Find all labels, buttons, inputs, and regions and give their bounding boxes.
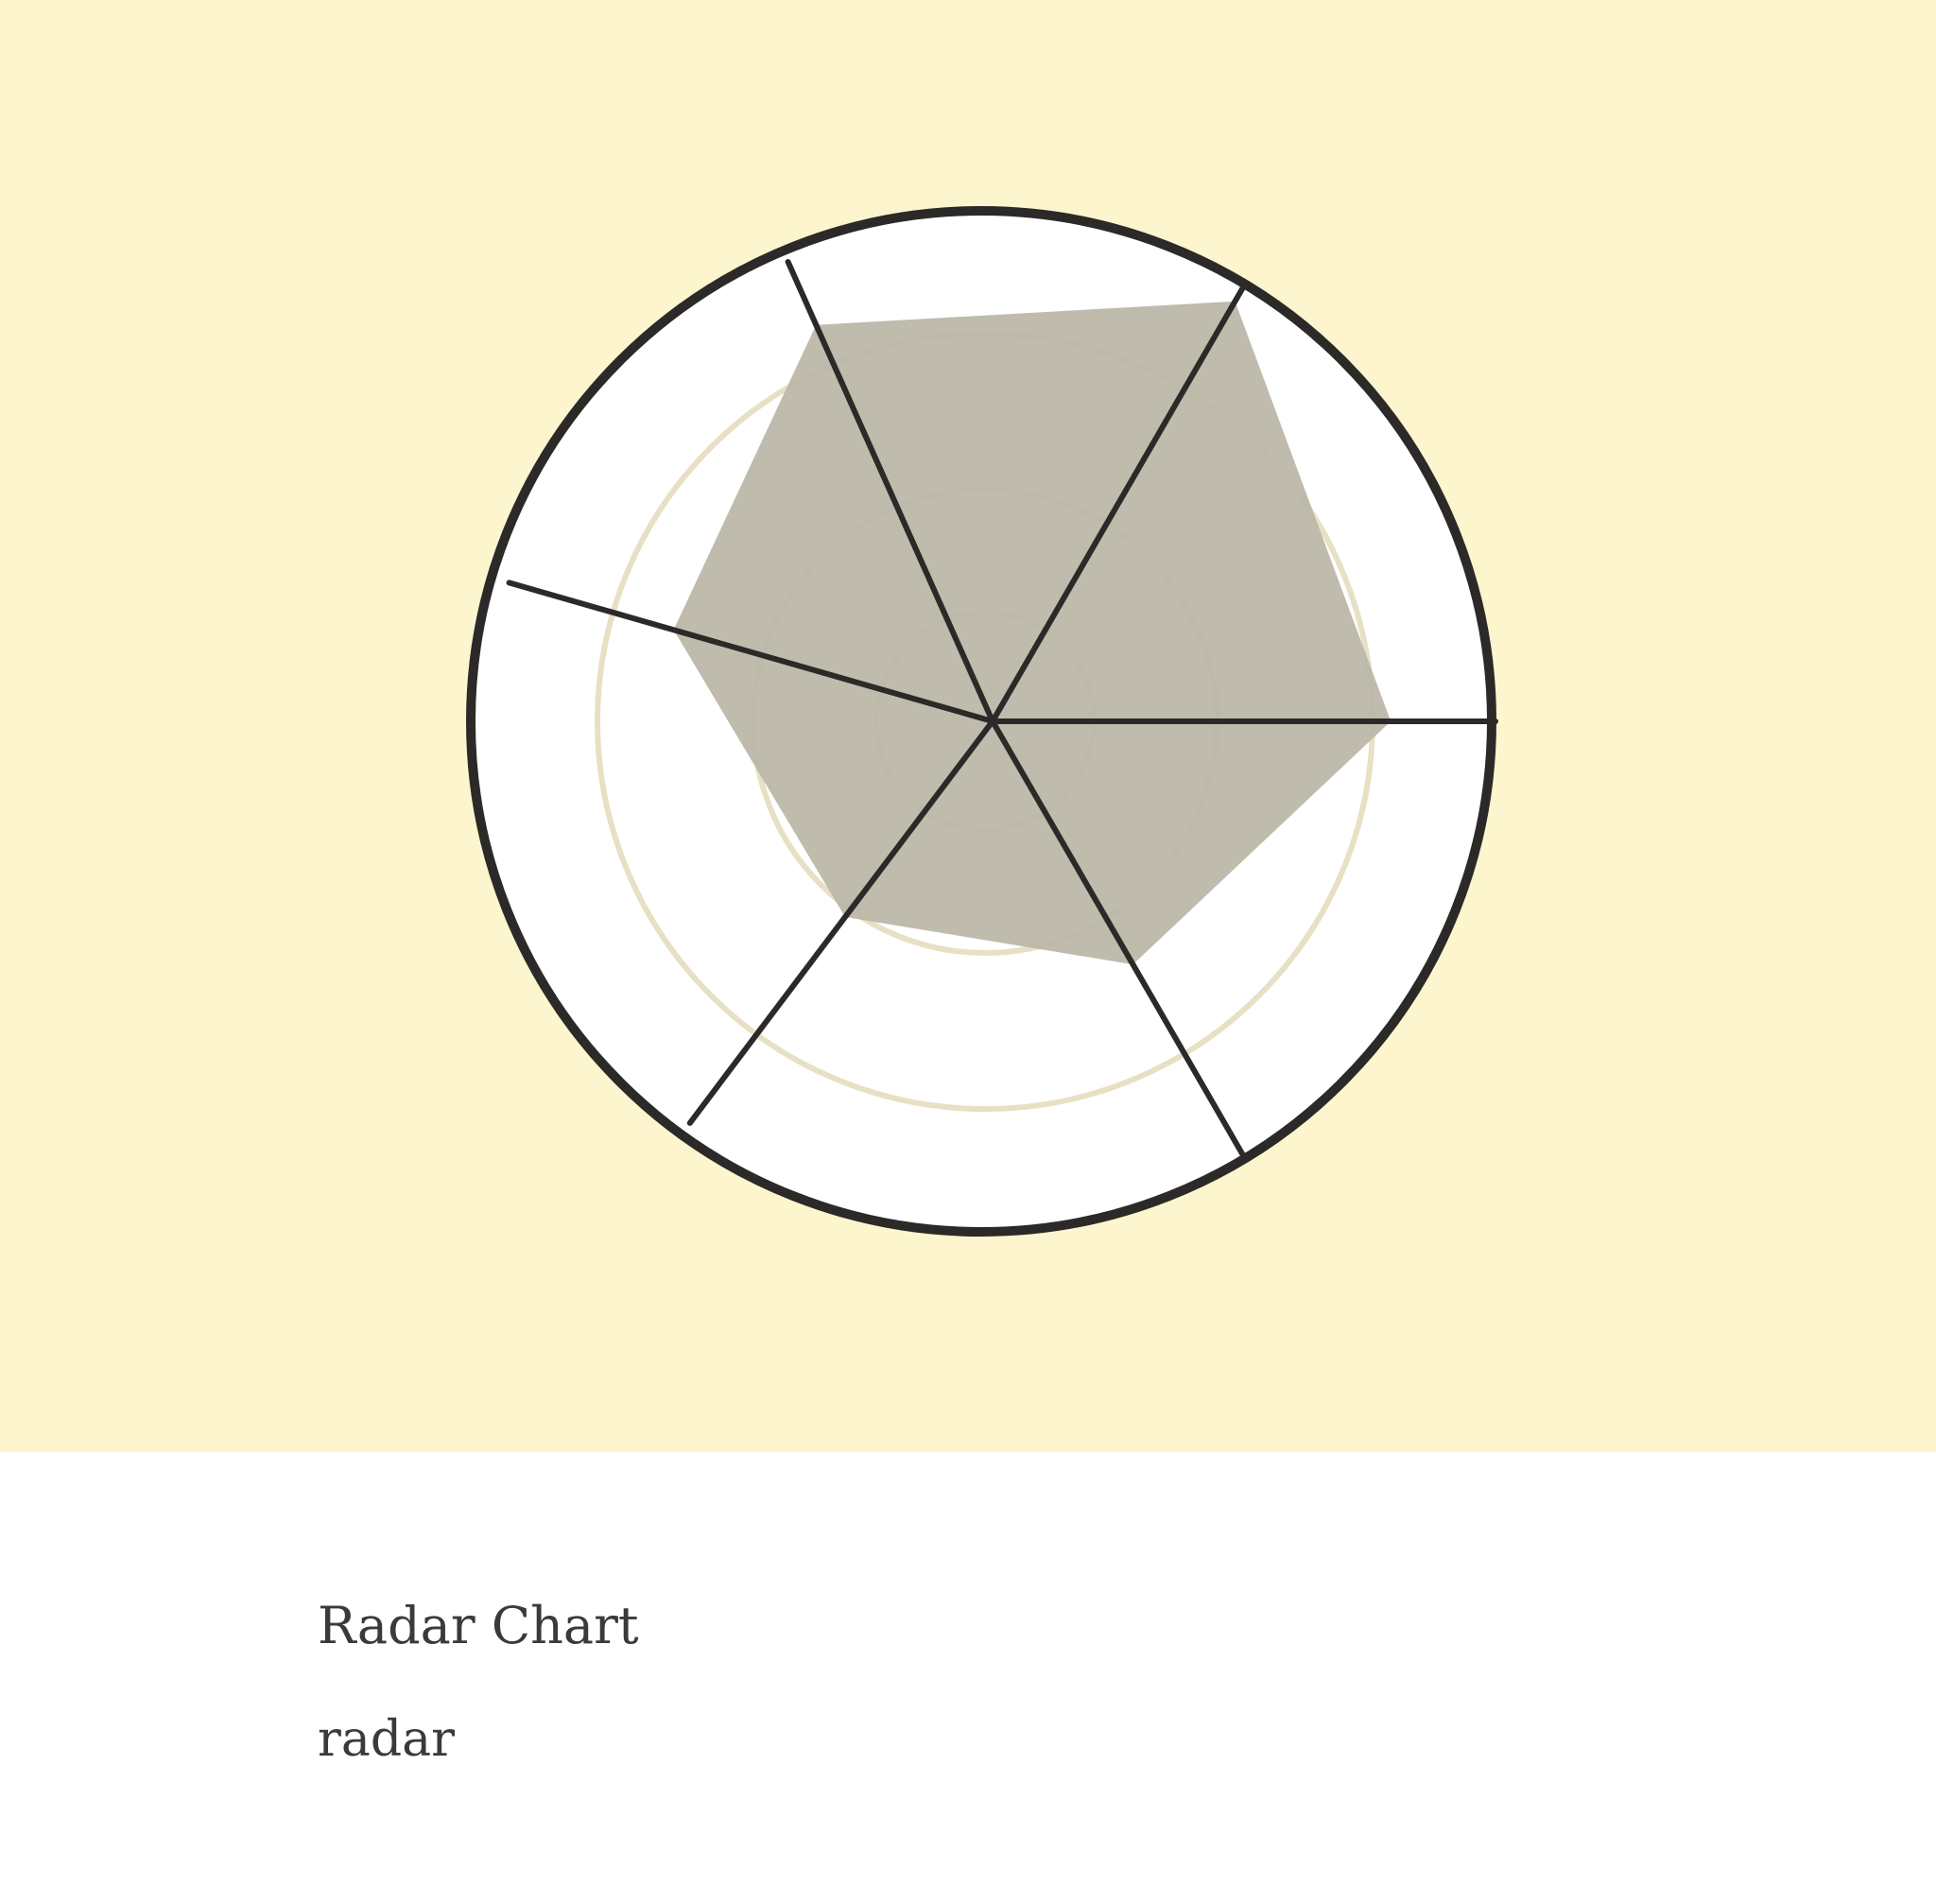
radar-spoke-3 xyxy=(990,718,1247,1160)
radar-spoke-4 xyxy=(686,718,995,1126)
thumbnail-preview[interactable] xyxy=(0,0,1936,1452)
radar-chart-icon xyxy=(466,206,1498,1237)
card-subtitle: radar xyxy=(318,1711,456,1768)
radar-data-area xyxy=(673,301,1392,965)
radar-spoke-1 xyxy=(990,283,1247,724)
radar-spokes xyxy=(506,259,1498,1160)
radar-spoke-5 xyxy=(506,580,995,724)
radar-spoke-6 xyxy=(785,259,995,724)
card-title: Radar Chart xyxy=(318,1596,639,1655)
